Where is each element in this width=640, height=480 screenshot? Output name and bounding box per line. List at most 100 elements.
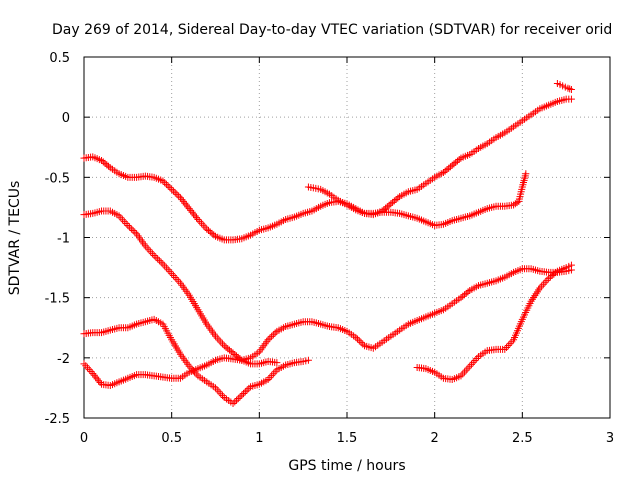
data-point xyxy=(95,377,103,385)
data-point xyxy=(92,373,100,381)
data-point xyxy=(473,355,481,363)
data-point xyxy=(179,197,187,205)
x-tick-labels: 0 0.5 1 1.5 2 2.5 3 xyxy=(80,431,614,446)
data-point xyxy=(190,210,198,218)
data-point xyxy=(213,386,221,394)
data-point xyxy=(352,333,360,341)
data-point xyxy=(105,162,113,170)
data-point xyxy=(268,372,276,380)
data-point xyxy=(120,218,128,226)
data-point xyxy=(150,252,158,260)
data-point xyxy=(168,270,176,278)
data-point xyxy=(101,159,109,167)
data-point xyxy=(213,334,221,342)
data-point xyxy=(215,388,223,396)
data-point xyxy=(359,340,367,348)
data-point xyxy=(567,85,575,93)
series-series-1-tail xyxy=(553,79,575,93)
data-point xyxy=(99,158,107,166)
data-point xyxy=(226,346,234,354)
data-point xyxy=(219,340,227,348)
data-point xyxy=(543,276,551,284)
data-point xyxy=(89,369,97,377)
y-tick-labels: -2.5 -2 -1.5 -1 -0.5 0 0.5 xyxy=(45,51,70,427)
data-point xyxy=(510,201,518,209)
data-point xyxy=(552,269,560,277)
data-point xyxy=(506,340,514,348)
data-point xyxy=(181,199,189,207)
data-point xyxy=(124,221,132,229)
data-point xyxy=(98,156,106,164)
data-point xyxy=(236,393,244,401)
data-point xyxy=(145,246,153,254)
data-point xyxy=(546,273,554,281)
data-point xyxy=(80,360,88,368)
data-point xyxy=(245,384,253,392)
data-point xyxy=(201,223,209,231)
data-point xyxy=(197,219,205,227)
data-point xyxy=(129,227,137,235)
data-point xyxy=(269,331,277,339)
data-point xyxy=(229,349,237,357)
data-point xyxy=(389,198,397,206)
data-point xyxy=(448,161,456,169)
x-tick-label: 0 xyxy=(80,431,88,446)
series-group xyxy=(80,79,575,408)
data-point xyxy=(224,345,232,353)
data-point xyxy=(538,282,546,290)
data-point xyxy=(85,366,93,374)
data-point xyxy=(82,362,90,370)
data-point xyxy=(548,272,556,280)
x-tick-label: 1 xyxy=(255,431,263,446)
data-point xyxy=(545,274,553,282)
x-tick-label: 1.5 xyxy=(337,431,358,446)
data-point xyxy=(445,164,453,172)
data-point xyxy=(122,220,130,228)
data-point xyxy=(219,392,227,400)
data-point xyxy=(354,335,362,343)
data-point xyxy=(503,343,511,351)
data-point xyxy=(187,206,195,214)
data-point xyxy=(241,388,249,396)
x-tick-label: 0.5 xyxy=(161,431,182,446)
data-point xyxy=(188,208,196,216)
data-point xyxy=(443,166,451,174)
data-point xyxy=(148,250,156,258)
data-point xyxy=(162,264,170,272)
data-point xyxy=(227,348,235,356)
data-point xyxy=(243,386,251,394)
data-point xyxy=(175,192,183,200)
data-point xyxy=(266,334,274,342)
x-tick-label: 3 xyxy=(606,431,614,446)
data-point xyxy=(467,360,475,368)
data-point xyxy=(184,203,192,211)
data-point xyxy=(567,261,575,269)
data-point xyxy=(168,185,176,193)
data-point xyxy=(117,214,125,222)
data-point xyxy=(147,248,155,256)
chart-title: Day 269 of 2014, Sidereal Day-to-day VTE… xyxy=(52,22,612,38)
axis-ticks xyxy=(83,56,611,419)
data-point xyxy=(222,343,230,351)
data-point xyxy=(173,190,181,198)
data-point xyxy=(234,395,242,403)
data-point xyxy=(394,194,402,202)
data-point xyxy=(204,227,212,235)
series-series-5 xyxy=(304,170,530,229)
data-point xyxy=(176,194,184,202)
data-point xyxy=(171,189,179,197)
data-point xyxy=(564,84,572,92)
data-point xyxy=(90,371,98,379)
data-point xyxy=(182,201,190,209)
y-axis-label: SDTVAR / TECUs xyxy=(7,181,23,296)
data-point xyxy=(355,337,363,345)
data-point xyxy=(126,223,134,231)
data-point xyxy=(217,338,225,346)
data-point xyxy=(127,225,135,233)
data-point xyxy=(464,288,472,296)
data-point xyxy=(161,179,169,187)
x-axis-label: GPS time / hours xyxy=(288,458,405,474)
data-point xyxy=(238,391,246,399)
data-point xyxy=(460,368,468,376)
